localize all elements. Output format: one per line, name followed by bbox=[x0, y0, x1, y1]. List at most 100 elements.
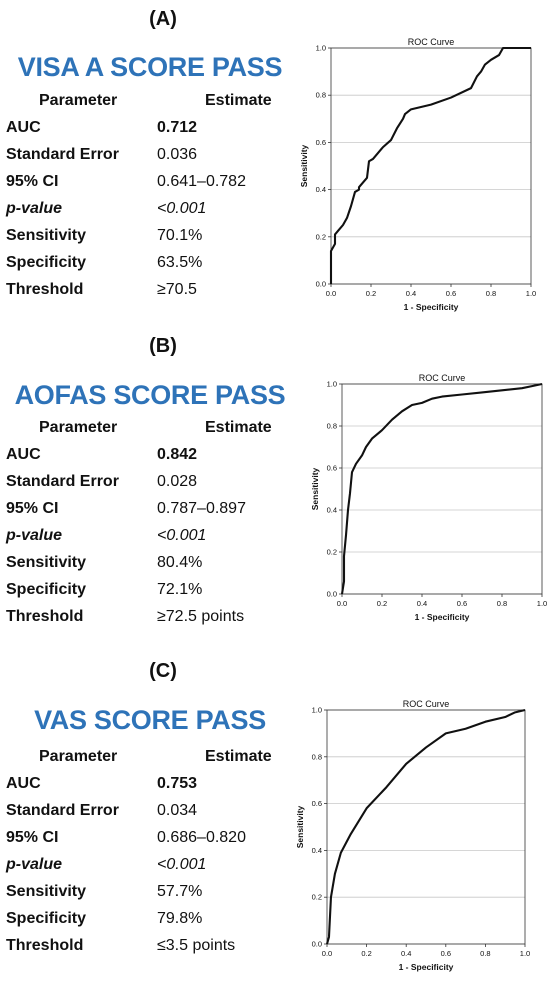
header-parameter: Parameter bbox=[39, 419, 118, 436]
row-label: Sensitivity bbox=[6, 227, 87, 244]
x-tick-label: 0.0 bbox=[322, 949, 332, 958]
x-tick-label: 0.8 bbox=[486, 289, 496, 298]
panel-letter: (B) bbox=[149, 335, 177, 357]
table-row: p-value <0.001 bbox=[6, 200, 306, 226]
row-label: Specificity bbox=[6, 581, 87, 598]
panel-letter: (C) bbox=[149, 660, 177, 682]
table-row: AUC 0.842 bbox=[6, 446, 306, 472]
x-tick-label: 0.0 bbox=[326, 289, 336, 298]
row-value: 72.1% bbox=[157, 581, 203, 598]
table-row: Sensitivity 57.7% bbox=[6, 883, 306, 909]
panel-title: VISA A SCORE PASS bbox=[17, 52, 283, 82]
x-tick-label: 0.6 bbox=[457, 599, 467, 608]
row-label: Standard Error bbox=[6, 473, 119, 490]
row-value: 70.1% bbox=[157, 227, 203, 244]
row-value: 63.5% bbox=[157, 254, 203, 271]
row-value: 0.036 bbox=[157, 146, 198, 163]
table-row: Threshold ≥72.5 points bbox=[6, 608, 306, 634]
plot-frame bbox=[330, 47, 532, 285]
y-tick-label: 0.4 bbox=[316, 185, 326, 194]
chart-title: ROC Curve bbox=[403, 699, 450, 709]
row-label: AUC bbox=[6, 119, 41, 136]
y-tick-label: 1.0 bbox=[312, 706, 322, 715]
y-tick-label: 0.0 bbox=[316, 280, 326, 289]
x-tick-label: 1.0 bbox=[537, 599, 547, 608]
row-value: 0.842 bbox=[157, 446, 198, 463]
row-label: Specificity bbox=[6, 254, 87, 271]
table-row: Standard Error 0.036 bbox=[6, 146, 306, 172]
row-value: 57.7% bbox=[157, 883, 203, 900]
row-value: <0.001 bbox=[157, 527, 207, 544]
row-label: p-value bbox=[6, 200, 63, 217]
row-value: 79.8% bbox=[157, 910, 203, 927]
x-tick-label: 0.8 bbox=[497, 599, 507, 608]
row-label: p-value bbox=[6, 856, 63, 873]
row-label: 95% CI bbox=[6, 173, 59, 190]
row-value: <0.001 bbox=[157, 200, 207, 217]
y-tick-label: 0.6 bbox=[327, 464, 337, 473]
y-tick-label: 0.8 bbox=[312, 752, 322, 761]
x-tick-label: 0.4 bbox=[401, 949, 411, 958]
row-value: ≥72.5 points bbox=[157, 608, 245, 625]
row-label: p-value bbox=[6, 527, 63, 544]
table-row: Threshold ≥70.5 bbox=[6, 281, 306, 307]
x-tick-label: 0.2 bbox=[361, 949, 371, 958]
table-row: Sensitivity 70.1% bbox=[6, 227, 306, 253]
row-value: 0.712 bbox=[157, 119, 198, 136]
table-row: Specificity 72.1% bbox=[6, 581, 306, 607]
panel-letter: (A) bbox=[149, 8, 177, 30]
y-tick-label: 0.4 bbox=[327, 506, 337, 515]
row-label: 95% CI bbox=[6, 829, 59, 846]
roc-chart-a: 0.0 0.2 0.4 0.6 0.8 1.0 0.0 0.2 0.4 0.6 0.8 1.0 ROC … bbox=[299, 37, 536, 312]
x-axis-label: 1 - Specificity bbox=[399, 962, 454, 972]
y-tick-label: 0.2 bbox=[316, 232, 326, 241]
table-row: 95% CI 0.641–0.782 bbox=[6, 173, 306, 199]
panel-b: (B) AOFAS SCORE PASS Parameter Estimate … bbox=[0, 330, 550, 650]
x-tick-label: 0.6 bbox=[441, 949, 451, 958]
y-axis-label: Sensitivity bbox=[295, 805, 305, 848]
header-estimate: Estimate bbox=[205, 748, 272, 765]
table-row: 95% CI 0.686–0.820 bbox=[6, 829, 306, 855]
plot-frame bbox=[326, 709, 526, 945]
row-value: <0.001 bbox=[157, 856, 207, 873]
x-tick-label: 0.8 bbox=[480, 949, 490, 958]
y-axis-label: Sensitivity bbox=[310, 467, 320, 510]
y-tick-label: 0.2 bbox=[312, 893, 322, 902]
x-tick-label: 0.6 bbox=[446, 289, 456, 298]
x-axis-label: 1 - Specificity bbox=[404, 302, 459, 312]
panel-title: VAS SCORE PASS bbox=[34, 705, 266, 735]
row-value: 0.753 bbox=[157, 775, 198, 792]
plot-frame bbox=[341, 383, 543, 595]
y-tick-label: 0.4 bbox=[312, 846, 322, 855]
table-row: Specificity 63.5% bbox=[6, 254, 306, 280]
y-tick-label: 0.8 bbox=[316, 91, 326, 100]
row-label: Sensitivity bbox=[6, 883, 87, 900]
header-parameter: Parameter bbox=[39, 748, 118, 765]
x-tick-label: 0.4 bbox=[417, 599, 427, 608]
x-tick-label: 1.0 bbox=[526, 289, 536, 298]
row-label: Threshold bbox=[6, 937, 84, 954]
row-value: 0.641–0.782 bbox=[157, 173, 246, 190]
x-axis-label: 1 - Specificity bbox=[415, 612, 470, 622]
table-header: Parameter Estimate bbox=[6, 748, 306, 774]
roc-curve-line bbox=[340, 382, 543, 595]
panel-title: AOFAS SCORE PASS bbox=[14, 380, 286, 410]
x-tick-label: 1.0 bbox=[520, 949, 530, 958]
row-label: Standard Error bbox=[6, 802, 119, 819]
y-tick-label: 0.6 bbox=[316, 138, 326, 147]
row-label: Threshold bbox=[6, 281, 84, 298]
panel-c: (C) VAS SCORE PASS Parameter Estimate AU… bbox=[0, 650, 550, 983]
x-tick-label: 0.0 bbox=[337, 599, 347, 608]
row-label: Specificity bbox=[6, 910, 87, 927]
table-row: Standard Error 0.028 bbox=[6, 473, 306, 499]
x-tick-label: 0.2 bbox=[366, 289, 376, 298]
y-tick-label: 1.0 bbox=[316, 44, 326, 53]
table-row: Specificity 79.8% bbox=[6, 910, 306, 936]
roc-chart-b: 0.0 0.2 0.4 0.6 0.8 1.0 0.0 0.2 0.4 0.6 0.8 1.0 ROC … bbox=[310, 373, 547, 622]
chart-title: ROC Curve bbox=[419, 373, 466, 383]
row-label: Threshold bbox=[6, 608, 84, 625]
row-value: 80.4% bbox=[157, 554, 203, 571]
table-row: Threshold ≤3.5 points bbox=[6, 937, 306, 963]
table-row: Standard Error 0.034 bbox=[6, 802, 306, 828]
